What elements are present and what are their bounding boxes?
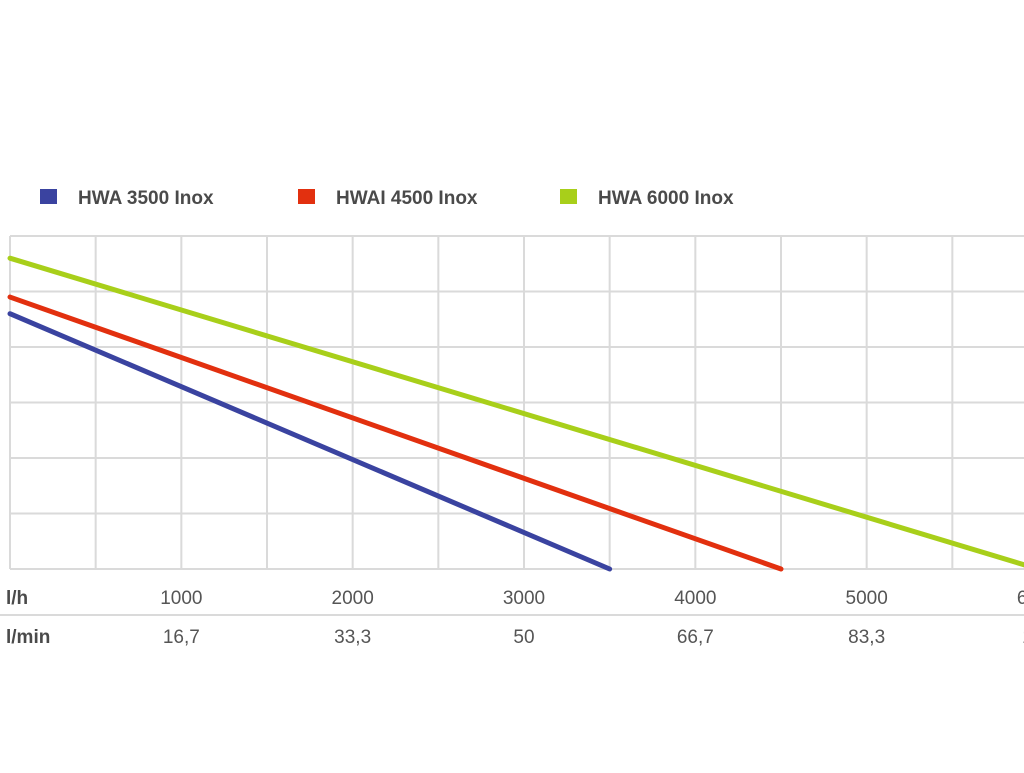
x-axis-unit-label: l/h [6,588,28,609]
x-tick-label: 16,7 [163,627,200,648]
series-line-2 [7,294,784,572]
legend-label: HWA 3500 Inox [78,188,214,209]
x-tick-label: 4000 [674,588,716,609]
legend-swatch [298,189,315,204]
legend: HWA 3500 Inox HWAI 4500 Inox HWA 6000 Inox [40,188,734,209]
x-axis-unit-label: l/min [6,627,50,648]
x-axes: l/h 1000 2000 3000 4000 5000 6000 l/min 16,7 33,3… [6,588,1024,648]
x-tick-label: 33,3 [334,627,371,648]
grid [0,235,1024,616]
x-tick-label: 6000 [1017,588,1024,609]
x-tick-label: 66,7 [677,627,714,648]
series-lines [7,255,1024,572]
legend-swatch [560,189,577,204]
legend-label: HWA 6000 Inox [598,188,734,209]
x-tick-label: 83,3 [848,627,885,648]
legend-label: HWAI 4500 Inox [336,188,478,209]
x-tick-label: 1000 [160,588,202,609]
x-tick-label: 3000 [503,588,545,609]
legend-swatch [40,189,57,204]
x-tick-label: 50 [513,627,534,648]
x-tick-label: 2000 [332,588,374,609]
series-line-3 [7,255,1024,568]
x-tick-label: 5000 [846,588,888,609]
series-line-1 [7,311,613,572]
x-tick-label: 100 [1022,627,1024,648]
